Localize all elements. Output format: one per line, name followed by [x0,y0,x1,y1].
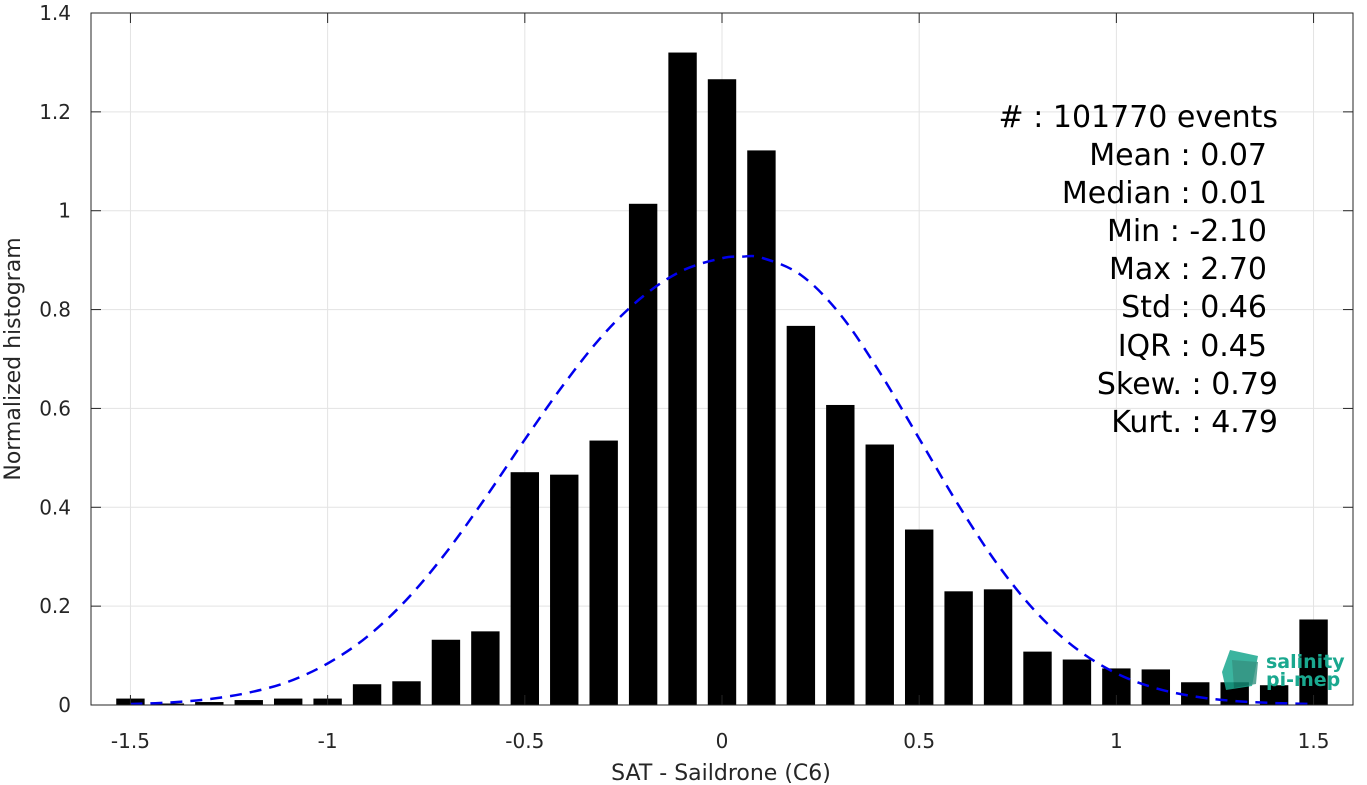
bar [550,474,579,705]
bar [1181,682,1210,705]
bar [195,702,224,705]
bar [628,203,658,705]
bar [1023,651,1052,705]
bar [944,591,973,705]
bar [471,631,500,705]
ticks [91,12,1353,706]
stats-box: # : 101770 events Mean : 0.07 Median : 0… [999,100,1278,440]
y-tick-label: 0.2 [39,594,71,618]
x-tick-label: -0.5 [505,729,544,753]
bar [234,700,263,705]
bar [865,444,894,705]
stat-skew: Skew. : 0.79 [1097,367,1278,402]
x-axis-label: SAT - Saildrone (C6) [611,761,831,785]
bar [589,440,618,705]
bar [668,52,697,706]
stat-mean: Mean : 0.07 [1089,138,1267,173]
y-tick-label: 1.2 [39,100,71,124]
y-tick-label: 0.8 [39,298,71,322]
x-tick-label: -1.5 [111,729,150,753]
x-tick-label: 0.5 [903,729,935,753]
logo-line2: pi-mep [1266,669,1340,691]
bar [1299,619,1328,705]
bar [826,404,855,705]
stat-median: Median : 0.01 [1062,176,1267,211]
bar [510,472,540,705]
bar [392,681,421,705]
x-tick-label: 0 [716,729,729,753]
bar [983,589,1013,705]
bars [116,52,1328,706]
y-tick-label: 1 [58,199,71,223]
bar [1062,659,1092,705]
x-tick-label: 1 [1110,729,1123,753]
logo-mark-icon [1222,650,1258,690]
stat-min: Min : -2.10 [1107,214,1267,249]
stat-kurt: Kurt. : 4.79 [1111,405,1278,440]
bar [431,639,461,705]
bar [155,703,185,705]
logo-line1: salinity [1266,651,1345,673]
bar [904,529,934,705]
bar [786,325,816,705]
y-tick-label: 1.4 [39,1,71,25]
bar [1141,669,1171,705]
x-tick-label: -1 [318,729,338,753]
bar [707,79,737,706]
stat-count: # : 101770 events [999,100,1278,135]
y-tick-label: 0.6 [39,396,71,420]
stat-std: Std : 0.46 [1121,290,1267,325]
stat-max: Max : 2.70 [1109,252,1267,287]
bar [273,698,303,705]
bar [747,150,776,705]
salinity-pimep-logo: salinity pi-mep [1222,650,1345,691]
y-axis-label: Normalized histogram [1,237,26,480]
fit-curve [130,254,1314,706]
tick-labels: -1.5 -1 -0.5 0 0.5 1 1.5 0 0.2 0.4 0.6 0.8 1 1.2 1.4 [39,1,1329,753]
y-tick-label: 0 [58,693,71,717]
x-tick-label: 1.5 [1298,729,1330,753]
y-tick-label: 0.4 [39,495,71,519]
bar [352,684,382,705]
stat-iqr: IQR : 0.45 [1118,329,1267,364]
bar [1259,685,1289,705]
